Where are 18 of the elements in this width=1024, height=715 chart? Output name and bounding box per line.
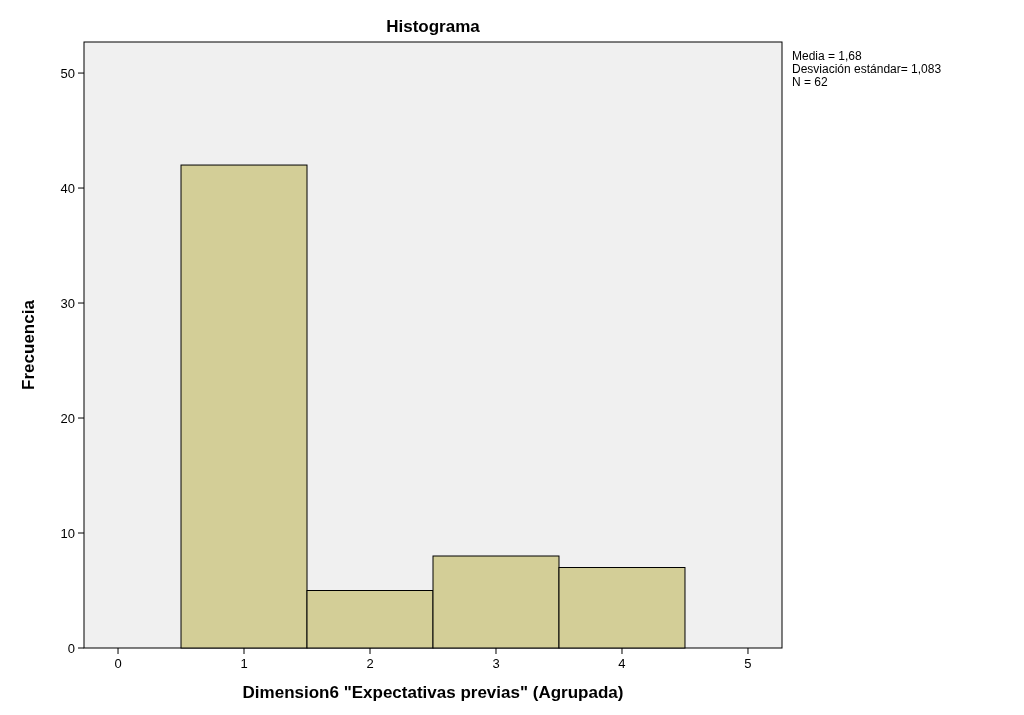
y-tick-label: 50	[60, 65, 75, 81]
y-tick-label: 10	[60, 525, 75, 541]
x-axis-title: Dimension6 "Expectativas previas" (Agrupada)	[242, 683, 624, 702]
x-tick-label: 0	[114, 656, 122, 671]
x-tick-label: 4	[618, 656, 626, 671]
y-tick-label: 0	[67, 640, 75, 656]
x-tick-label: 1	[240, 656, 248, 671]
x-tick-label: 2	[366, 656, 374, 671]
text: Desviación estándar= 1,083	[792, 62, 942, 76]
y-tick-label: 30	[60, 295, 75, 311]
y-tick-label: 40	[60, 180, 75, 196]
text: Media = 1,68	[792, 49, 863, 63]
text: N = 62	[792, 75, 829, 89]
y-tick-label: 20	[60, 410, 75, 426]
x-tick-label: 3	[492, 656, 500, 671]
y-axis-title: Frecuencia	[19, 299, 38, 390]
chart-title: Histograma	[386, 17, 481, 36]
x-tick-label: 5	[744, 656, 752, 671]
